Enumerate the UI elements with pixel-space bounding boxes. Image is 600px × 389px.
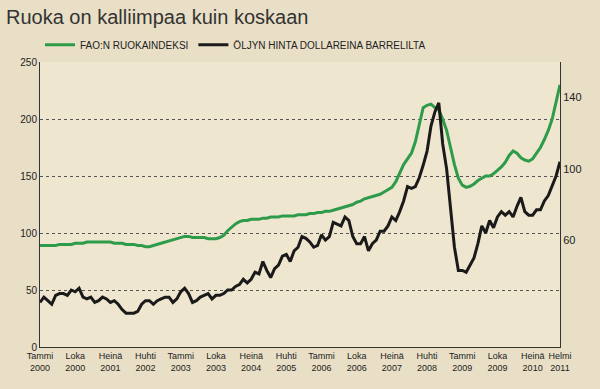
svg-text:250: 250 <box>20 57 37 68</box>
svg-text:150: 150 <box>20 171 37 182</box>
svg-text:140: 140 <box>563 91 581 103</box>
svg-text:60: 60 <box>563 234 575 246</box>
svg-text:100: 100 <box>20 228 37 239</box>
svg-text:Loka2003: Loka2003 <box>206 351 226 373</box>
svg-text:Tammi2000: Tammi2000 <box>27 351 54 373</box>
svg-text:Helmi2011: Helmi2011 <box>548 351 571 373</box>
svg-text:Heinä2007: Heinä2007 <box>380 351 404 373</box>
svg-text:Heinä2001: Heinä2001 <box>99 351 123 373</box>
svg-text:Huhti2005: Huhti2005 <box>276 351 297 373</box>
svg-text:50: 50 <box>26 285 38 296</box>
svg-text:ÖLJYN HINTA DOLLAREINA BARRELI: ÖLJYN HINTA DOLLAREINA BARRELILTA <box>233 40 425 51</box>
svg-text:100: 100 <box>563 163 581 175</box>
svg-text:FAO:N RUOKAINDEKSI: FAO:N RUOKAINDEKSI <box>80 40 188 51</box>
svg-text:Huhti2002: Huhti2002 <box>135 351 156 373</box>
svg-text:Tammi2009: Tammi2009 <box>449 351 476 373</box>
svg-text:Loka2009: Loka2009 <box>487 351 507 373</box>
svg-text:Loka2000: Loka2000 <box>65 351 85 373</box>
svg-text:Tammi2006: Tammi2006 <box>308 351 335 373</box>
svg-text:Loka2006: Loka2006 <box>347 351 367 373</box>
svg-text:Tammi2003: Tammi2003 <box>168 351 195 373</box>
svg-text:200: 200 <box>20 114 37 125</box>
svg-text:Huhti2008: Huhti2008 <box>417 351 438 373</box>
svg-text:Heinä2010: Heinä2010 <box>521 351 545 373</box>
svg-text:Ruoka on kalliimpaa kuin koska: Ruoka on kalliimpaa kuin koskaan <box>6 6 308 28</box>
svg-text:Heinä2004: Heinä2004 <box>239 351 263 373</box>
svg-text:0: 0 <box>31 342 37 353</box>
